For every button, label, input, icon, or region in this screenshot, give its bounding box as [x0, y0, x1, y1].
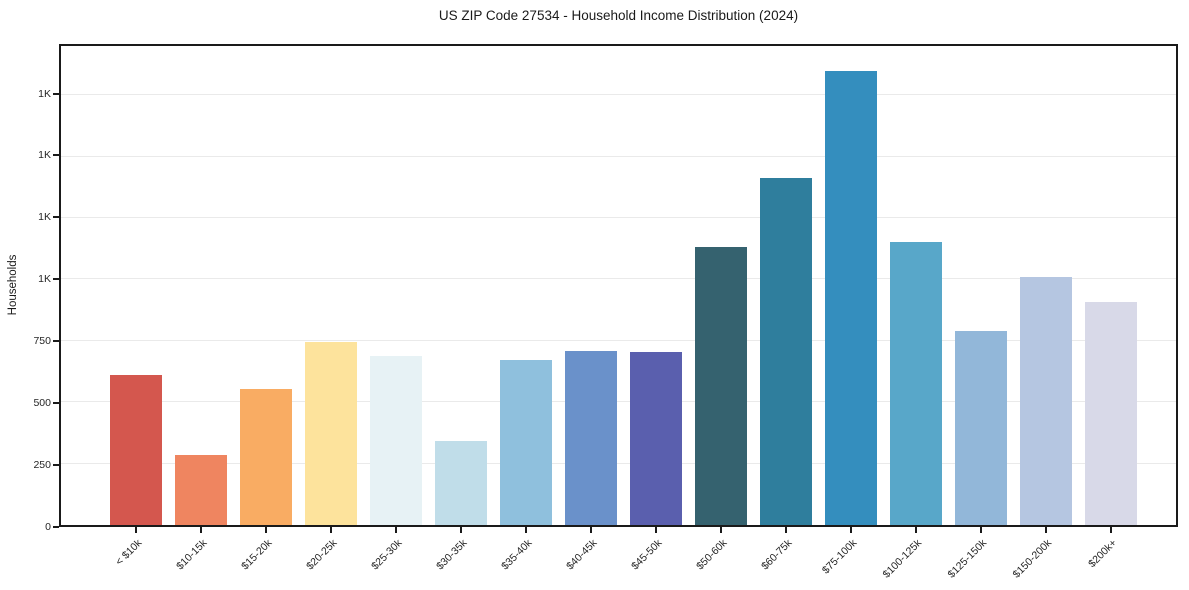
x-tick-mark	[460, 527, 462, 533]
y-tick-label: 1K	[38, 211, 51, 224]
x-tick-label: < $10k	[113, 537, 145, 568]
y-tick-mark	[53, 526, 59, 528]
y-tick-mark	[53, 154, 59, 157]
gridline-1500	[61, 155, 1176, 157]
y-tick-label: 1K	[38, 149, 51, 162]
x-tick-mark	[135, 527, 137, 533]
x-tick-mark	[330, 527, 332, 533]
y-tick-mark	[53, 464, 59, 467]
y-tick-mark	[53, 402, 59, 405]
x-tick-mark	[980, 527, 982, 533]
y-tick-label: 0	[45, 521, 51, 533]
y-tick-mark	[53, 92, 59, 95]
x-tick-mark	[720, 527, 722, 533]
x-tick-label: $75-100k	[820, 537, 860, 577]
x-tick-mark	[785, 527, 787, 533]
gridline-1750	[61, 94, 1176, 96]
bar-$35-40k	[500, 360, 552, 525]
x-tick-label: $50-60k	[694, 537, 730, 573]
bar-$100-125k	[890, 242, 942, 525]
bar-$125-150k	[955, 330, 1007, 525]
y-tick-label: 750	[33, 335, 51, 348]
bar-$45-50k	[630, 352, 682, 525]
x-tick-label: $60-75k	[759, 537, 795, 573]
bar-$50-60k	[695, 247, 747, 525]
x-tick-label: $35-40k	[499, 537, 535, 573]
gridline-250	[61, 462, 1176, 464]
x-tick-mark	[525, 527, 527, 533]
x-tick-label: $20-25k	[304, 537, 340, 573]
x-tick-mark	[200, 527, 202, 533]
x-tick-label: $125-150k	[945, 537, 990, 581]
x-tick-mark	[590, 527, 592, 533]
x-tick-mark	[265, 527, 267, 533]
y-tick-label: 250	[33, 459, 51, 472]
y-tick-mark	[53, 216, 59, 219]
bar-$30-35k	[435, 441, 487, 525]
bar-$40-45k	[565, 351, 617, 525]
x-tick-label: $40-45k	[564, 537, 600, 573]
x-tick-label: $200k+	[1086, 537, 1120, 571]
gridline-1250	[61, 216, 1176, 218]
bar-$200k+	[1085, 301, 1137, 525]
x-tick-label: $25-30k	[369, 537, 405, 573]
bar-$10-15k	[175, 455, 227, 525]
bar-$15-20k	[240, 388, 292, 525]
plot-area	[59, 44, 1178, 527]
bar-$25-30k	[370, 355, 422, 525]
bar-$20-25k	[305, 342, 357, 525]
y-tick-mark	[53, 278, 59, 281]
x-tick-mark	[1110, 527, 1112, 533]
bar-< $10k	[110, 374, 162, 525]
x-tick-label: $100-125k	[880, 537, 925, 581]
y-tick-mark	[53, 340, 59, 343]
y-tick-label: 500	[33, 397, 51, 410]
y-tick-label: 1K	[38, 273, 51, 286]
y-tick-label: 1K	[38, 87, 51, 100]
x-tick-mark	[1045, 527, 1047, 533]
gridline-750	[61, 339, 1176, 341]
bar-$75-100k	[825, 70, 877, 525]
x-tick-label: $10-15k	[174, 537, 210, 573]
gridline-1000	[61, 278, 1176, 280]
x-tick-label: $45-50k	[629, 537, 665, 573]
x-tick-label: $150-200k	[1010, 537, 1055, 581]
bar-$150-200k	[1020, 276, 1072, 525]
x-tick-mark	[915, 527, 917, 533]
x-tick-mark	[850, 527, 852, 533]
gridline-500	[61, 401, 1176, 403]
chart-title: US ZIP Code 27534 - Household Income Dis…	[438, 8, 799, 23]
bar-$60-75k	[760, 177, 812, 525]
x-tick-mark	[395, 527, 397, 533]
x-tick-label: $30-35k	[434, 537, 470, 573]
x-tick-label: $15-20k	[239, 537, 275, 573]
x-tick-mark	[655, 527, 657, 533]
